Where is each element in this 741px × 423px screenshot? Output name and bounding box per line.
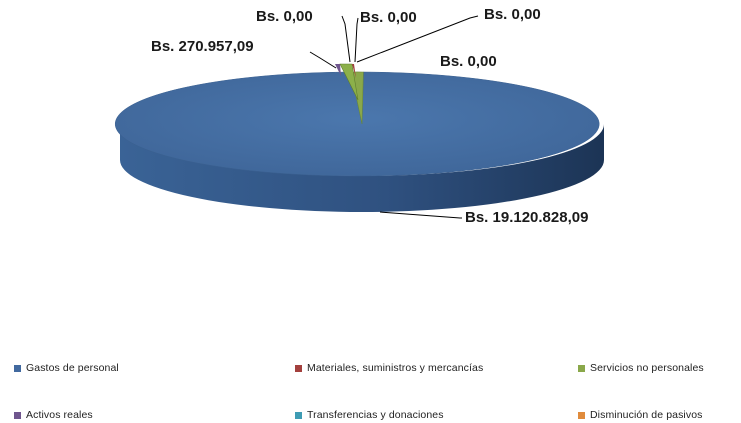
legend-item-gastos-de-personal: Gastos de personal [14, 362, 119, 374]
leader-lines [309, 15, 479, 219]
legend-swatch-servicios [578, 364, 585, 372]
pie-side-wall [120, 124, 604, 212]
data-label-disminucion-de-pasivos: Bs. 0,00 [484, 6, 541, 23]
legend-label: Servicios no personales [590, 362, 704, 374]
legend-swatch-activos [14, 411, 21, 419]
data-label-materiales: Bs. 0,00 [256, 8, 313, 25]
legend-item-transferencias: Transferencias y donaciones [295, 409, 444, 421]
legend-swatch-disminucion [578, 411, 585, 419]
pie-slice-activos-reales [335, 64, 341, 76]
legend-label: Disminución de pasivos [590, 409, 703, 421]
data-label-transferencias: Bs. 0,00 [360, 9, 417, 26]
legend-item-activos-reales: Activos reales [14, 409, 93, 421]
legend-label: Materiales, suministros y mercancías [307, 362, 484, 374]
leader-line-servicios [309, 51, 337, 69]
leader-line-materiales [341, 15, 351, 63]
legend-label: Gastos de personal [26, 362, 119, 374]
pie-chart-svg: Bs. 19.120.828,09 Bs. 0,00 Bs. 270.957,0… [114, 6, 604, 226]
legend-swatch-gastos [14, 364, 21, 372]
pie-chart: Bs. 19.120.828,09 Bs. 0,00 Bs. 270.957,0… [114, 6, 604, 226]
pie-slice-servicios-no-personales-top [339, 63, 359, 101]
leader-line-disminucion [356, 15, 479, 63]
legend-label: Transferencias y donaciones [307, 409, 444, 421]
leader-line-gastos [379, 211, 462, 219]
leader-line-transferencias [354, 17, 359, 63]
pie-slice-materiales [352, 64, 356, 78]
data-label-activos-reales: Bs. 0,00 [440, 53, 497, 70]
legend-swatch-materiales [295, 364, 302, 372]
legend-item-disminucion-de-pasivos: Disminución de pasivos [578, 409, 703, 421]
legend-item-servicios-no-personales: Servicios no personales [578, 362, 704, 374]
legend-item-materiales: Materiales, suministros y mercancías [295, 362, 483, 374]
legend-swatch-transferencias [295, 411, 302, 419]
data-label-servicios-no-personales: Bs. 270.957,09 [151, 38, 254, 55]
data-label-gastos-de-personal: Bs. 19.120.828,09 [465, 209, 588, 226]
legend-label: Activos reales [26, 409, 93, 421]
pie-slice-gastos-de-personal [114, 71, 600, 177]
chart-legend: Gastos de personal Materiales, suministr… [0, 340, 741, 423]
